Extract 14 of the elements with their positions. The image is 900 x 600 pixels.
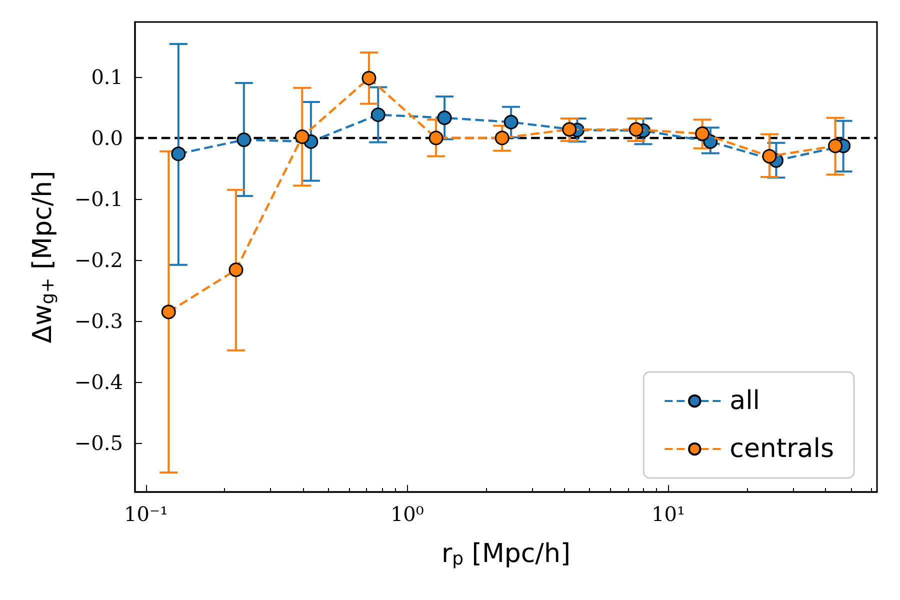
x-tick-label: 10⁰ [390, 502, 424, 526]
legend-label: centrals [730, 434, 834, 464]
y-tick-label: 0.0 [91, 126, 123, 150]
x-tick-label: 10¹ [652, 502, 686, 526]
y-tick-label: −0.5 [74, 431, 123, 456]
y-tick-label: 0.1 [91, 64, 123, 89]
x-tick-label: 10⁻¹ [124, 502, 168, 526]
y-tick-label: −0.2 [74, 248, 123, 272]
y-tick-label: −0.3 [74, 309, 123, 334]
y-tick-label: −0.1 [74, 187, 123, 212]
x-axis-title: rp [Mpc/h] [441, 539, 571, 570]
y-tick-label: −0.4 [74, 370, 123, 394]
legend-label: all [730, 386, 760, 416]
y-axis-title: Δwg+ [Mpc/h] [28, 170, 58, 344]
